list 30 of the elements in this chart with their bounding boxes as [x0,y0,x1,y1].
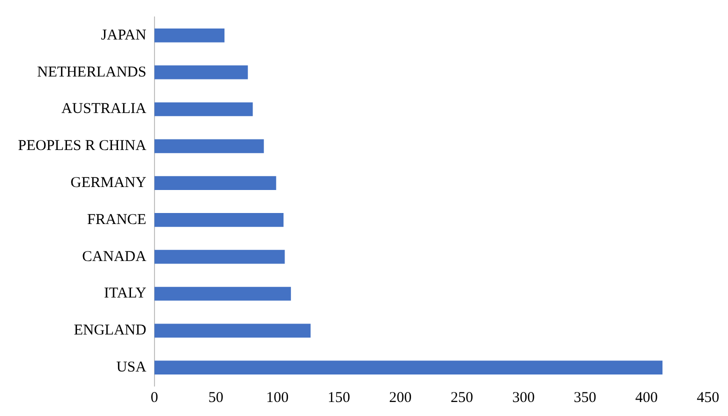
x-tick-label: 350 [574,390,596,406]
x-tick-label: 150 [328,390,350,406]
y-tick-label: CANADA [82,248,147,265]
x-tick-label: 250 [450,390,474,406]
y-tick-label: PEOPLES R CHINA [18,138,147,154]
bar [154,176,276,190]
bar [154,213,284,227]
x-tick-label: 300 [512,390,535,406]
bar [154,65,248,80]
x-tick-label: 50 [208,390,224,406]
y-tick-label: AUSTRALIA [61,101,147,118]
y-tick-label: ITALY [104,286,147,302]
y-tick-label: NETHERLANDS [37,64,146,80]
y-tick-label: FRANCE [87,212,146,228]
x-tick-label: 450 [696,390,720,406]
bar [154,360,662,374]
bar [154,250,285,264]
y-tick-label: JAPAN [101,27,147,44]
bar [154,102,253,116]
y-tick-label: ENGLAND [74,322,147,339]
x-tick-label: 100 [266,390,289,406]
x-tick-label: 200 [389,390,412,406]
bar [154,324,311,338]
y-tick-label: GERMANY [70,174,147,191]
x-tick-label: 400 [635,390,658,406]
y-tick-label: USA [116,359,147,376]
bar [154,286,291,301]
bar [154,139,264,154]
x-tick-label: 0 [150,390,158,406]
bar [154,28,224,42]
